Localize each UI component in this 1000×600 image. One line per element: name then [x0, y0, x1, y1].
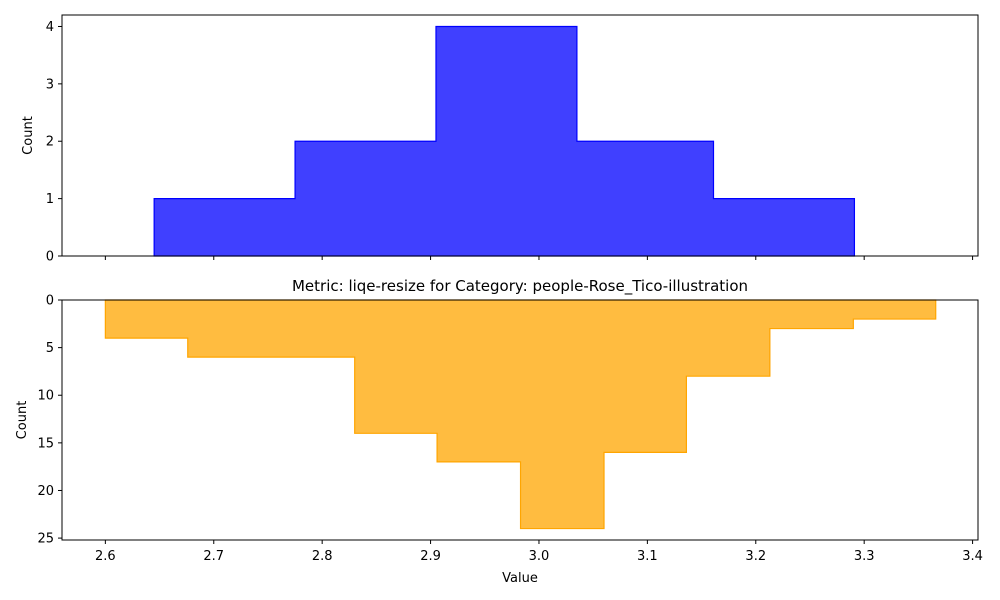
top-plot-frame — [61, 14, 979, 257]
bottom-histogram-area — [104, 299, 937, 530]
y-tick-label: 2 — [46, 135, 54, 150]
top-x-axis-ticks — [104, 256, 974, 260]
y-tick-label: 3 — [46, 77, 54, 92]
y-tick-label: 1 — [46, 192, 54, 207]
y-tick-label: 10 — [37, 389, 54, 404]
bottom-x-axis-label: Value — [502, 571, 538, 586]
top-y-axis-ticks: 0 1 2 3 4 — [46, 20, 62, 265]
x-tick-label: 3.3 — [854, 549, 875, 564]
bottom-y-axis-label: Count — [15, 401, 30, 440]
y-tick-label: 5 — [46, 341, 54, 356]
x-tick-label: 2.9 — [420, 549, 441, 564]
top-panel: 0 1 2 3 4 Count — [21, 14, 979, 265]
y-tick-label: 0 — [46, 294, 54, 309]
top-y-axis-label: Count — [21, 116, 36, 155]
x-tick-label: 3.4 — [962, 549, 983, 564]
x-tick-label: 2.6 — [95, 549, 116, 564]
x-tick-label: 2.8 — [312, 549, 333, 564]
bottom-y-axis-ticks: 0 5 10 15 20 25 — [37, 294, 62, 547]
x-tick-label: 2.7 — [203, 549, 224, 564]
top-histogram-area — [153, 25, 856, 257]
y-tick-label: 0 — [46, 250, 54, 265]
bottom-panel: Metric: liqe-resize for Category: people… — [15, 277, 983, 586]
bottom-plot-frame — [61, 299, 979, 541]
y-tick-label: 20 — [37, 484, 54, 499]
x-tick-label: 3.2 — [745, 549, 766, 564]
x-tick-label: 3.1 — [637, 549, 658, 564]
y-tick-label: 4 — [46, 20, 54, 35]
bottom-x-axis-ticks: 2.6 2.7 2.8 2.9 3.0 3.1 3.2 3.3 3.4 — [95, 540, 983, 564]
y-tick-label: 15 — [37, 436, 54, 451]
chart-title: Metric: liqe-resize for Category: people… — [292, 277, 748, 296]
y-tick-label: 25 — [37, 532, 54, 547]
x-tick-label: 3.0 — [529, 549, 550, 564]
